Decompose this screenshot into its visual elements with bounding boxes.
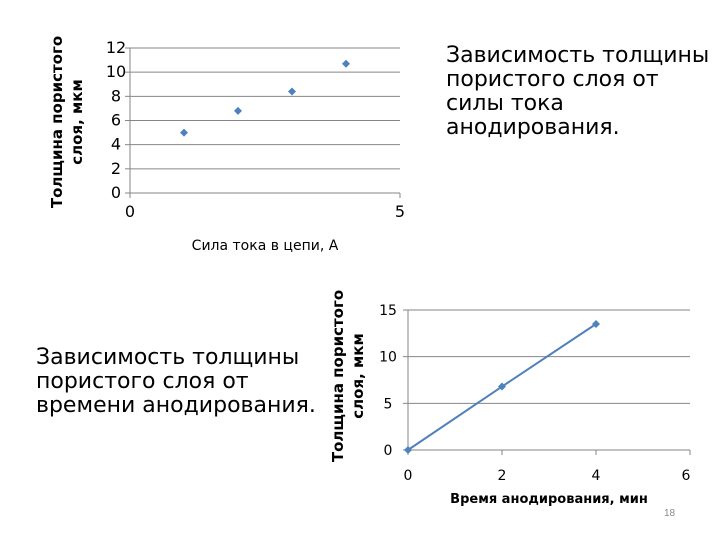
chart1-x-axis-title: Сила тока в цепи, А bbox=[192, 238, 339, 254]
chart2-data-point bbox=[404, 446, 412, 454]
chart1-data-point bbox=[234, 106, 242, 115]
chart1-data-point bbox=[180, 128, 188, 137]
chart2-x-axis-title: Время анодирования, мин bbox=[450, 492, 648, 507]
top-chart-caption: Зависимость толщины пористого слоя от си… bbox=[446, 43, 710, 140]
chart1-y-tick-label: 6 bbox=[111, 111, 121, 130]
chart1-y-tick-label: 10 bbox=[106, 62, 126, 81]
chart2-x-tick-label: 4 bbox=[592, 468, 601, 484]
chart1-y-tick-label: 0 bbox=[111, 183, 121, 202]
chart1-y-tick-label: 8 bbox=[111, 86, 121, 105]
chart2-y-tick-label: 0 bbox=[384, 443, 393, 459]
chart2-y-tick-label: 5 bbox=[384, 396, 393, 412]
chart1-y-axis-title-line: слоя, мкм bbox=[68, 79, 86, 164]
chart1-y-axis-title-line: Толщина пористого bbox=[48, 36, 66, 208]
chart1-x-tick-label: 0 bbox=[125, 202, 135, 221]
chart2-y-axis-title-line: Толщина пористого bbox=[329, 290, 347, 462]
chart2-data-point bbox=[592, 320, 600, 328]
chart2-x-tick-label: 0 bbox=[404, 468, 413, 484]
chart1-data-point bbox=[342, 59, 350, 68]
page-number: 18 bbox=[664, 508, 676, 519]
chart2-y-axis-title: Толщина пористого слоя, мкм bbox=[329, 290, 367, 462]
chart2-x-tick-label: 2 bbox=[498, 468, 507, 484]
chart2-y-axis-title-line: слоя, мкм bbox=[349, 333, 367, 418]
chart1-data-point bbox=[288, 87, 296, 96]
chart2-y-tick-label: 10 bbox=[379, 350, 397, 366]
bottom-chart-caption: Зависимость толщины пористого слоя от вр… bbox=[36, 345, 316, 418]
chart2-y-tick-label: 15 bbox=[379, 303, 397, 319]
chart2-x-tick-label: 6 bbox=[682, 468, 691, 484]
chart1-y-tick-label: 2 bbox=[111, 159, 121, 178]
chart1-y-axis-title: Толщина пористого слоя, мкм bbox=[48, 36, 86, 208]
chart1-x-tick-label: 5 bbox=[395, 202, 405, 221]
chart2-data-point bbox=[498, 382, 506, 391]
chart1-y-tick-label: 4 bbox=[111, 135, 121, 154]
chart1-y-tick-label: 12 bbox=[106, 38, 126, 57]
